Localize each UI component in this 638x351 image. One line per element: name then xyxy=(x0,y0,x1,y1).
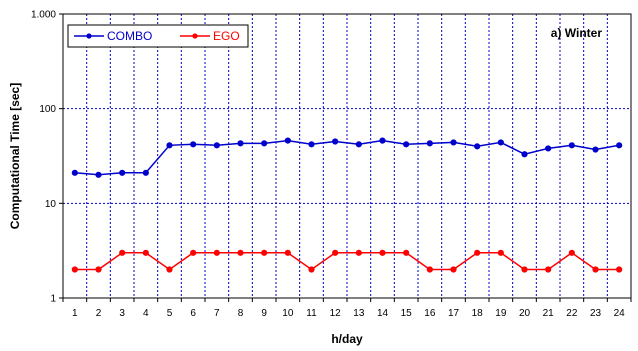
data-point-combo xyxy=(568,142,575,149)
series-layer xyxy=(71,137,623,273)
series-ego xyxy=(71,249,623,273)
data-point-ego xyxy=(284,249,291,256)
data-point-combo xyxy=(379,137,386,144)
x-tick-label: 21 xyxy=(543,308,555,319)
data-point-combo xyxy=(426,140,433,147)
x-tick-label: 3 xyxy=(119,308,125,319)
x-tick-label: 17 xyxy=(448,308,460,319)
chart-annotation: a) Winter xyxy=(551,26,603,40)
data-point-combo xyxy=(332,138,339,145)
data-point-combo xyxy=(355,141,362,148)
data-point-combo xyxy=(616,142,623,149)
data-point-combo xyxy=(474,143,481,150)
data-point-ego xyxy=(403,249,410,256)
data-point-combo xyxy=(403,141,410,148)
series-line-ego xyxy=(74,251,620,271)
x-tick-label: 16 xyxy=(424,308,436,319)
x-tick-label: 2 xyxy=(96,308,102,319)
x-tick-label: 5 xyxy=(167,308,173,319)
data-point-combo xyxy=(592,146,599,153)
data-point-ego xyxy=(142,249,149,256)
data-point-ego xyxy=(261,249,268,256)
y-tick-label: 1 xyxy=(50,294,56,305)
x-tick-label: 19 xyxy=(495,308,507,319)
data-point-combo xyxy=(261,140,268,147)
grid xyxy=(63,14,631,298)
y-tick-label: 10 xyxy=(45,199,57,210)
data-point-ego xyxy=(426,266,433,273)
data-point-ego xyxy=(592,266,599,273)
x-tick-label: 18 xyxy=(472,308,484,319)
data-point-ego xyxy=(521,266,528,273)
x-tick-label: 23 xyxy=(590,308,602,319)
data-point-combo xyxy=(521,151,528,158)
x-tick-label: 4 xyxy=(143,308,149,319)
data-point-combo xyxy=(497,139,504,146)
data-point-ego xyxy=(119,249,126,256)
data-point-combo xyxy=(142,169,149,176)
x-tick-label: 11 xyxy=(306,308,317,319)
x-tick-label: 14 xyxy=(377,308,389,319)
data-point-ego xyxy=(450,266,457,273)
data-point-ego xyxy=(332,249,339,256)
x-tick-label: 20 xyxy=(519,308,531,319)
data-point-ego xyxy=(237,249,244,256)
data-point-combo xyxy=(213,142,220,149)
data-point-combo xyxy=(450,139,457,146)
data-point-combo xyxy=(166,142,173,149)
x-tick-label: 6 xyxy=(190,308,196,319)
data-point-ego xyxy=(213,249,220,256)
x-tick-label: 12 xyxy=(330,308,342,319)
data-point-combo xyxy=(119,169,126,176)
y-tick-label: 100 xyxy=(39,104,56,115)
x-axis-label: h/day xyxy=(331,332,363,346)
x-tick-label: 7 xyxy=(214,308,220,319)
x-tick-label: 1 xyxy=(72,308,78,319)
series-combo xyxy=(71,137,623,178)
data-point-ego xyxy=(308,266,315,273)
data-point-combo xyxy=(545,145,552,152)
data-point-ego xyxy=(95,266,102,273)
x-tick-label: 22 xyxy=(566,308,578,319)
data-point-ego xyxy=(190,249,197,256)
series-line-combo xyxy=(74,139,620,176)
data-point-ego xyxy=(166,266,173,273)
x-tick-label: 15 xyxy=(401,308,413,319)
x-tick-label: 9 xyxy=(261,308,267,319)
data-point-combo xyxy=(308,141,315,148)
data-point-ego xyxy=(497,249,504,256)
legend-marker-ego xyxy=(192,33,198,39)
legend-label-ego: EGO xyxy=(213,29,240,43)
data-point-ego xyxy=(568,249,575,256)
data-point-combo xyxy=(237,140,244,147)
legend: COMBO EGO xyxy=(67,24,249,48)
legend-box xyxy=(67,24,249,48)
data-point-ego xyxy=(71,266,78,273)
x-tick-label: 10 xyxy=(282,308,294,319)
legend-marker-combo xyxy=(86,33,92,39)
y-tick-label: 1.000 xyxy=(31,10,56,21)
data-point-combo xyxy=(71,169,78,176)
data-point-ego xyxy=(616,266,623,273)
data-point-combo xyxy=(284,137,291,144)
data-point-ego xyxy=(355,249,362,256)
x-tick-label: 13 xyxy=(353,308,365,319)
data-point-ego xyxy=(379,249,386,256)
x-tick-label: 24 xyxy=(614,308,626,319)
y-axis-label: Computational Time [sec] xyxy=(8,83,22,229)
data-point-ego xyxy=(545,266,552,273)
x-tick-label: 8 xyxy=(238,308,244,319)
data-point-combo xyxy=(95,171,102,178)
data-point-ego xyxy=(474,249,481,256)
data-point-combo xyxy=(190,141,197,148)
legend-label-combo: COMBO xyxy=(107,29,152,43)
